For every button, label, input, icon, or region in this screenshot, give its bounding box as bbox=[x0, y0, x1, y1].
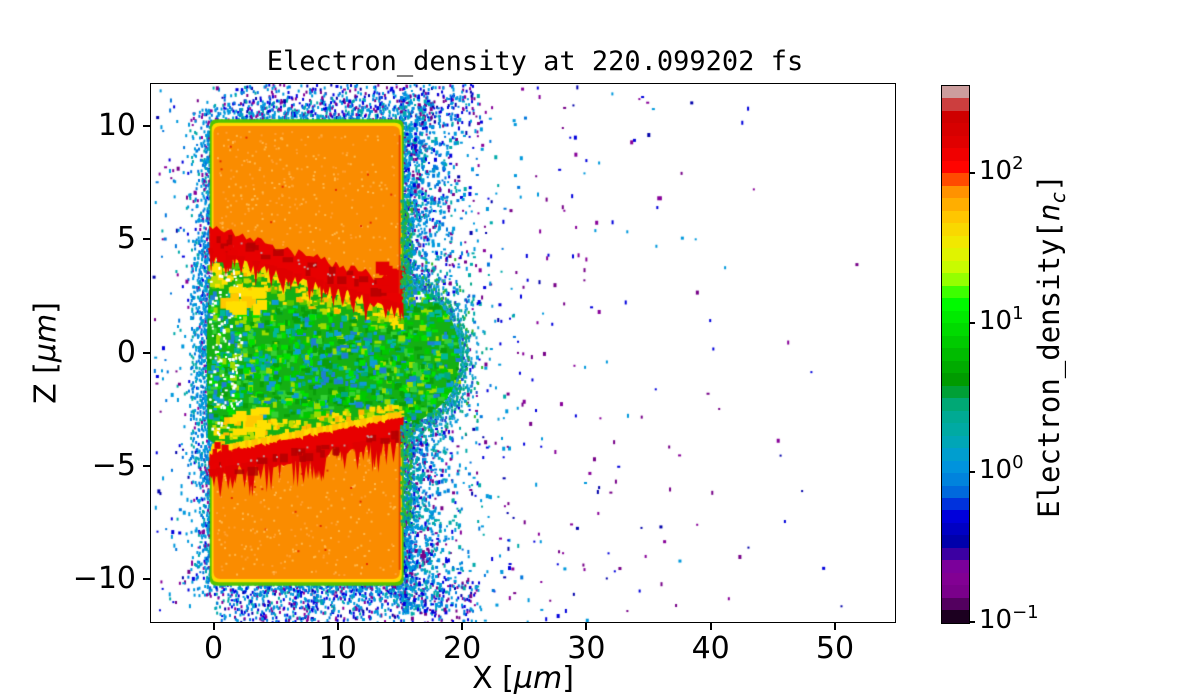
colorbar-band bbox=[942, 86, 969, 99]
y-tick-label: 0 bbox=[116, 334, 136, 370]
x-tick-label: 20 bbox=[443, 631, 482, 666]
colorbar bbox=[941, 85, 970, 624]
plot-title: Electron_density at 220.099202 fs bbox=[266, 46, 804, 77]
colorbar-tick-mark bbox=[969, 172, 975, 175]
colorbar-band bbox=[942, 98, 969, 111]
y-tick-mark bbox=[143, 125, 150, 128]
x-tick-label: 10 bbox=[318, 631, 357, 666]
colorbar-tick-label: 100 bbox=[979, 452, 1024, 486]
colorbar-gradient bbox=[942, 86, 969, 623]
colorbar-label: Electron_density[nc] bbox=[1032, 173, 1070, 518]
colorbar-band bbox=[942, 460, 969, 474]
colorbar-tick-mark bbox=[969, 321, 975, 324]
colorbar-band bbox=[942, 123, 969, 136]
colorbar-label-suffix: ] bbox=[1032, 173, 1066, 192]
colorbar-band bbox=[942, 597, 969, 611]
y-tick-label: −5 bbox=[91, 447, 136, 483]
y-tick-mark bbox=[143, 577, 150, 580]
colorbar-tick-label: 102 bbox=[979, 153, 1024, 187]
x-axis-label-suffix: ] bbox=[562, 661, 574, 696]
colorbar-tick-label: 10−1 bbox=[979, 602, 1039, 635]
colorbar-band bbox=[942, 473, 969, 486]
colorbar-band bbox=[942, 585, 969, 598]
colorbar-band bbox=[942, 235, 969, 249]
colorbar-band bbox=[942, 135, 969, 149]
y-tick-label: −10 bbox=[72, 560, 136, 596]
colorbar-band bbox=[942, 335, 969, 349]
x-tick-label: 40 bbox=[691, 631, 730, 666]
colorbar-band bbox=[942, 572, 969, 586]
colorbar-band bbox=[942, 423, 969, 436]
x-tick-mark bbox=[461, 623, 464, 630]
y-axis-label-prefix: Z [ bbox=[28, 362, 64, 404]
y-tick-mark bbox=[143, 351, 150, 354]
colorbar-band bbox=[942, 435, 969, 449]
colorbar-band bbox=[942, 510, 969, 523]
colorbar-tick-mark bbox=[969, 471, 975, 474]
colorbar-band bbox=[942, 323, 969, 336]
x-tick-label: 50 bbox=[815, 631, 855, 666]
colorbar-label-prefix: Electron_density[ bbox=[1032, 220, 1066, 518]
colorbar-band bbox=[942, 310, 969, 324]
colorbar-tick-mark bbox=[969, 621, 975, 623]
colorbar-band bbox=[942, 210, 969, 224]
y-tick-mark bbox=[143, 464, 150, 467]
colorbar-band bbox=[942, 198, 969, 211]
x-tick-mark bbox=[709, 623, 712, 630]
cbar-tick-base: 10 bbox=[979, 455, 1013, 486]
colorbar-band bbox=[942, 185, 969, 199]
x-axis-label: X [µm] bbox=[472, 661, 574, 696]
cbar-tick-base: 10 bbox=[979, 156, 1013, 187]
colorbar-band bbox=[942, 373, 969, 386]
colorbar-band bbox=[942, 560, 969, 573]
x-tick-mark bbox=[336, 623, 339, 630]
cbar-tick-exponent: −1 bbox=[1012, 602, 1039, 623]
colorbar-band bbox=[942, 223, 969, 236]
colorbar-band bbox=[942, 248, 969, 261]
colorbar-band bbox=[942, 398, 969, 411]
y-axis-label: Z [µm] bbox=[29, 302, 64, 404]
x-tick-mark bbox=[585, 623, 588, 630]
cbar-tick-base: 10 bbox=[979, 305, 1013, 336]
y-axis-label-unit: µm bbox=[28, 313, 64, 363]
colorbar-band bbox=[942, 448, 969, 461]
colorbar-band bbox=[942, 485, 969, 498]
colorbar-band bbox=[942, 385, 969, 399]
x-axis-label-unit: µm bbox=[513, 661, 563, 696]
cbar-tick-base: 10 bbox=[979, 605, 1013, 635]
y-axis-label-suffix: ] bbox=[28, 302, 64, 314]
cbar-tick-exponent: 0 bbox=[1012, 452, 1024, 474]
colorbar-band bbox=[942, 348, 969, 361]
x-tick-mark bbox=[834, 623, 836, 630]
colorbar-band bbox=[942, 285, 969, 299]
x-axis-label-prefix: X [ bbox=[472, 661, 514, 696]
colorbar-label-var: n bbox=[1032, 203, 1066, 221]
colorbar-band bbox=[942, 173, 969, 186]
colorbar-band bbox=[942, 610, 969, 623]
colorbar-band bbox=[942, 273, 969, 286]
colorbar-band bbox=[942, 260, 969, 274]
colorbar-tick-label: 101 bbox=[979, 302, 1024, 336]
colorbar-band bbox=[942, 535, 969, 548]
colorbar-band bbox=[942, 110, 969, 124]
colorbar-band bbox=[942, 160, 969, 174]
x-tick-label: 0 bbox=[203, 631, 224, 666]
electron-density-heatmap bbox=[150, 83, 896, 623]
x-tick-mark bbox=[212, 623, 215, 630]
colorbar-band bbox=[942, 522, 969, 536]
colorbar-band bbox=[942, 298, 969, 311]
cbar-tick-exponent: 2 bbox=[1012, 153, 1024, 175]
colorbar-band bbox=[942, 360, 969, 374]
colorbar-label-sub: c bbox=[1046, 191, 1070, 204]
x-tick-label: 30 bbox=[567, 631, 606, 666]
cbar-tick-exponent: 1 bbox=[1012, 302, 1024, 324]
colorbar-band bbox=[942, 148, 969, 161]
y-tick-label: 10 bbox=[97, 108, 136, 144]
colorbar-band bbox=[942, 410, 969, 424]
colorbar-band bbox=[942, 497, 969, 511]
y-tick-mark bbox=[143, 238, 150, 241]
y-tick-label: 5 bbox=[116, 221, 136, 257]
colorbar-band bbox=[942, 547, 969, 561]
